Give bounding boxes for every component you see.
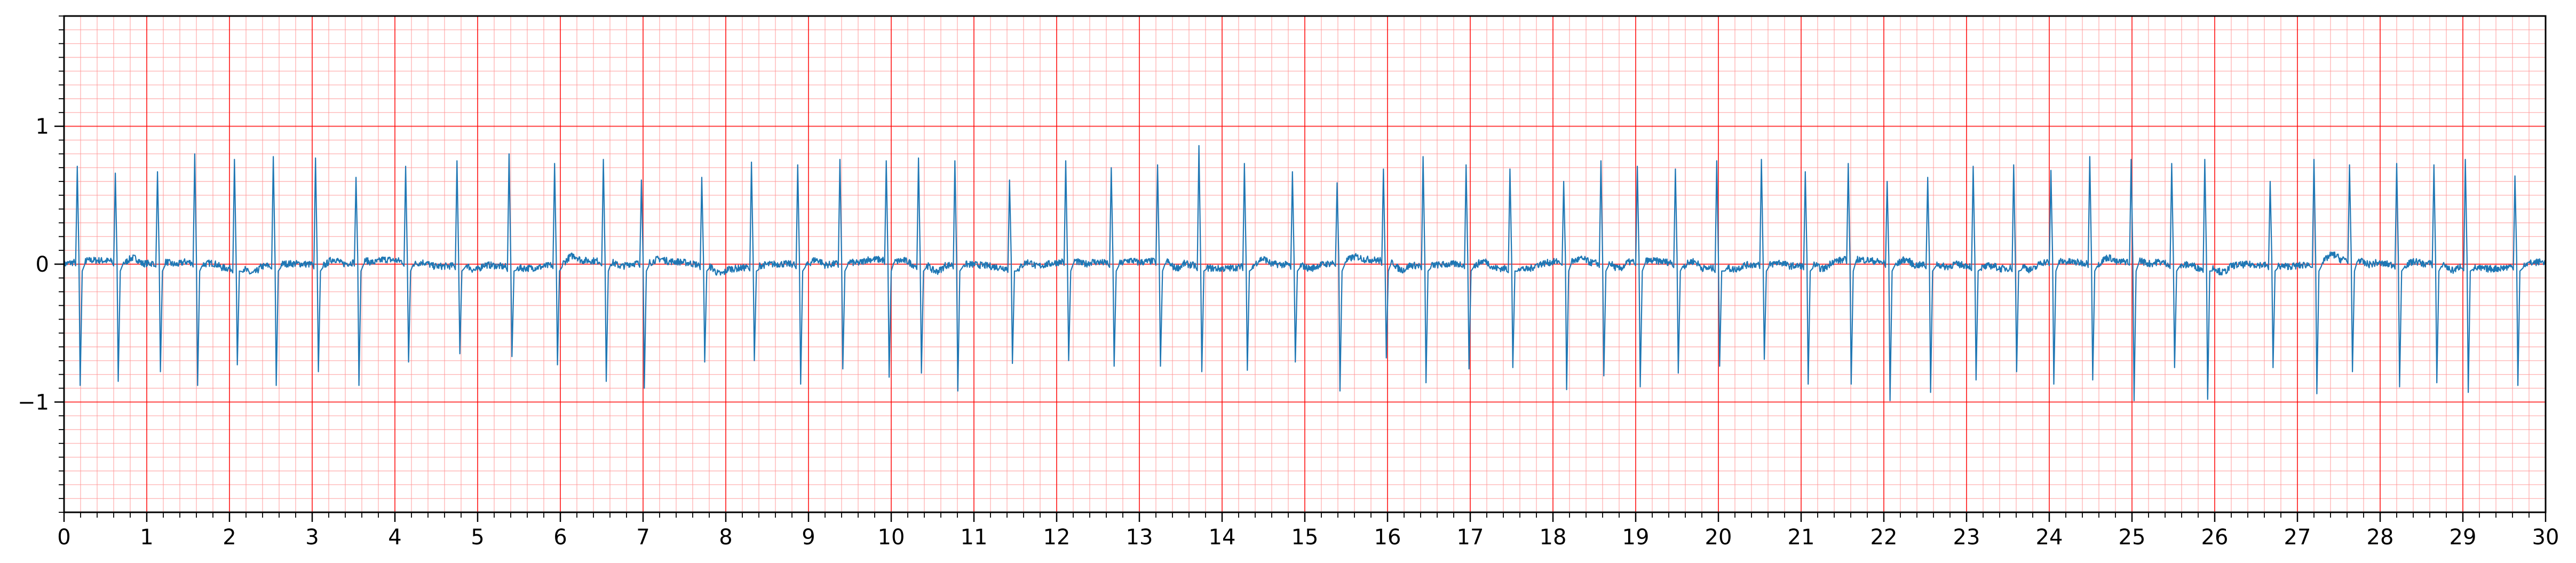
y-tick-label: 1 xyxy=(36,115,49,139)
x-tick-label: 9 xyxy=(802,525,815,550)
x-tick-label: 18 xyxy=(1540,525,1567,550)
x-tick-label: 27 xyxy=(2284,525,2311,550)
y-tick-label: −1 xyxy=(18,390,49,415)
x-tick-label: 20 xyxy=(1705,525,1732,550)
x-tick-label: 13 xyxy=(1126,525,1153,550)
x-tick-label: 10 xyxy=(878,525,905,550)
y-tick-label: 0 xyxy=(36,252,49,277)
x-tick-label: 23 xyxy=(1953,525,1980,550)
x-tick-label: 11 xyxy=(961,525,988,550)
x-axis: 0 1 2 3 4 5 6 7 8 9 10 11 12 13 14 15 16 17 18 19 20 21 22 23 24… xyxy=(57,512,2559,550)
x-tick-label: 6 xyxy=(553,525,567,550)
x-tick-label: 17 xyxy=(1457,525,1484,550)
x-tick-label: 2 xyxy=(223,525,236,550)
x-tick-label: 12 xyxy=(1043,525,1071,550)
x-tick-label: 5 xyxy=(471,525,484,550)
y-axis: 1 0 −1 xyxy=(18,15,64,513)
x-tick-label: 28 xyxy=(2367,525,2394,550)
x-tick-label: 8 xyxy=(719,525,732,550)
ecg-trace-line xyxy=(63,145,2546,401)
x-tick-label: 16 xyxy=(1374,525,1401,550)
x-tick-label: 0 xyxy=(57,525,70,550)
x-tick-label: 25 xyxy=(2119,525,2146,550)
x-tick-label: 7 xyxy=(636,525,649,550)
x-tick-label: 4 xyxy=(388,525,401,550)
x-tick-label: 21 xyxy=(1788,525,1815,550)
ecg-series xyxy=(63,145,2546,401)
x-tick-label: 24 xyxy=(2036,525,2063,550)
x-tick-label: 15 xyxy=(1291,525,1319,550)
x-tick-label: 29 xyxy=(2450,525,2477,550)
x-tick-label: 30 xyxy=(2532,525,2559,550)
x-tick-label: 22 xyxy=(1870,525,1898,550)
x-tick-label: 1 xyxy=(140,525,153,550)
x-tick-label: 26 xyxy=(2201,525,2229,550)
x-tick-label: 19 xyxy=(1622,525,1650,550)
x-tick-label: 14 xyxy=(1209,525,1236,550)
x-tick-label: 3 xyxy=(305,525,319,550)
